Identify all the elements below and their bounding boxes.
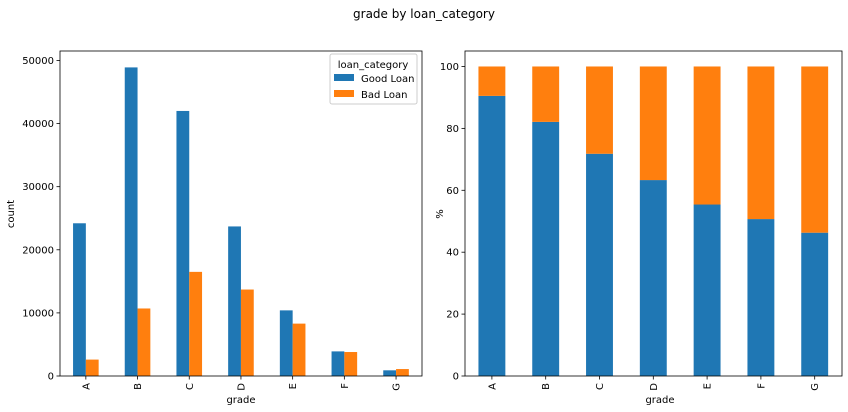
count-ytick-label: 20000	[22, 245, 54, 256]
percent-bar-bad-loan-c	[586, 66, 613, 154]
count-chart-xlabel: grade	[226, 395, 255, 406]
count-bar-good-loan-f	[331, 351, 345, 376]
count-xtick-label: C	[185, 383, 196, 390]
percent-xtick-label: G	[810, 383, 821, 391]
percent-bar-good-loan-a	[478, 95, 506, 376]
count-xtick-label: E	[288, 383, 299, 389]
percent-bar-bad-loan-f	[747, 66, 775, 220]
count-bar-bad-loan-e	[292, 323, 306, 376]
count-chart-axes: 0 10000 20000 30000 40000 50000 A B C D E F G	[22, 50, 423, 391]
percent-bar-bad-loan-d	[639, 66, 667, 181]
count-ytick-label: 50000	[22, 56, 54, 67]
count-xtick-label: F	[340, 383, 351, 389]
percent-ytick-label: 80	[446, 124, 459, 135]
percent-xtick-label: D	[649, 383, 660, 391]
count-chart-marks	[73, 67, 409, 376]
percent-ytick-label: 20	[446, 310, 459, 321]
percent-bar-good-loan-d	[639, 180, 667, 376]
percent-bar-bad-loan-e	[693, 66, 721, 205]
percent-bar-bad-loan-a	[478, 66, 506, 96]
percent-chart-marks	[478, 66, 829, 376]
legend-label-bad-loan: Bad Loan	[361, 90, 408, 101]
count-bar-good-loan-d	[228, 226, 241, 376]
percent-ytick-label: 100	[440, 62, 459, 73]
legend-swatch-good-loan	[334, 74, 354, 81]
count-bar-bad-loan-c	[189, 271, 203, 376]
count-bar-bad-loan-a	[85, 359, 99, 376]
count-bar-good-loan-c	[176, 110, 190, 376]
percent-chart-xlabel: grade	[645, 395, 674, 406]
count-chart-legend: loan_category Good Loan Bad Loan	[329, 53, 418, 105]
count-bar-good-loan-g	[383, 370, 397, 376]
percent-bar-good-loan-c	[586, 153, 613, 376]
percent-chart-axes: 0 20 40 60 80 100 A B C D E F G	[440, 50, 843, 391]
percent-bar-bad-loan-g	[801, 66, 829, 233]
count-ytick-label: 30000	[22, 182, 54, 193]
percent-xtick-label: E	[703, 383, 714, 389]
percent-xtick-label: B	[541, 383, 552, 390]
count-bar-good-loan-b	[124, 67, 138, 376]
percent-ytick-label: 0	[453, 372, 459, 383]
percent-bar-good-loan-g	[801, 232, 829, 376]
legend-swatch-bad-loan	[334, 90, 354, 97]
legend-label-good-loan: Good Loan	[361, 74, 415, 85]
percent-xtick-label: C	[595, 383, 606, 390]
figure-suptitle: grade by loan_category	[353, 7, 495, 21]
count-ytick-label: 10000	[22, 308, 54, 319]
percent-xtick-label: F	[756, 383, 767, 389]
count-xtick-label: G	[392, 383, 403, 391]
count-ytick-label: 40000	[22, 119, 54, 130]
count-bar-bad-loan-d	[240, 289, 254, 376]
percent-xtick-label: A	[487, 383, 498, 390]
percent-bar-bad-loan-b	[532, 66, 560, 122]
count-bar-good-loan-e	[279, 310, 293, 376]
count-xtick-label: B	[133, 383, 144, 390]
count-chart: count grade 0 10000 20000 30000 40000 50000 A B…	[6, 50, 423, 406]
percent-bar-good-loan-b	[532, 121, 560, 376]
count-xtick-label: D	[236, 383, 247, 391]
legend-title: loan_category	[338, 60, 409, 71]
percent-bar-good-loan-e	[693, 204, 721, 376]
count-ytick-label: 0	[48, 372, 54, 383]
count-bar-good-loan-a	[73, 223, 86, 376]
percent-ytick-label: 40	[446, 248, 459, 259]
percent-bar-good-loan-f	[747, 219, 775, 376]
count-bar-bad-loan-b	[137, 308, 151, 376]
percent-chart-ylabel: %	[435, 209, 446, 219]
count-chart-ylabel: count	[6, 200, 17, 228]
percent-ytick-label: 60	[446, 186, 459, 197]
count-bar-bad-loan-f	[344, 352, 358, 376]
percent-chart: % grade 0 20 40 60 80 100 A B C D E F G	[435, 50, 843, 406]
count-bar-bad-loan-g	[396, 369, 409, 376]
count-xtick-label: A	[81, 383, 92, 390]
